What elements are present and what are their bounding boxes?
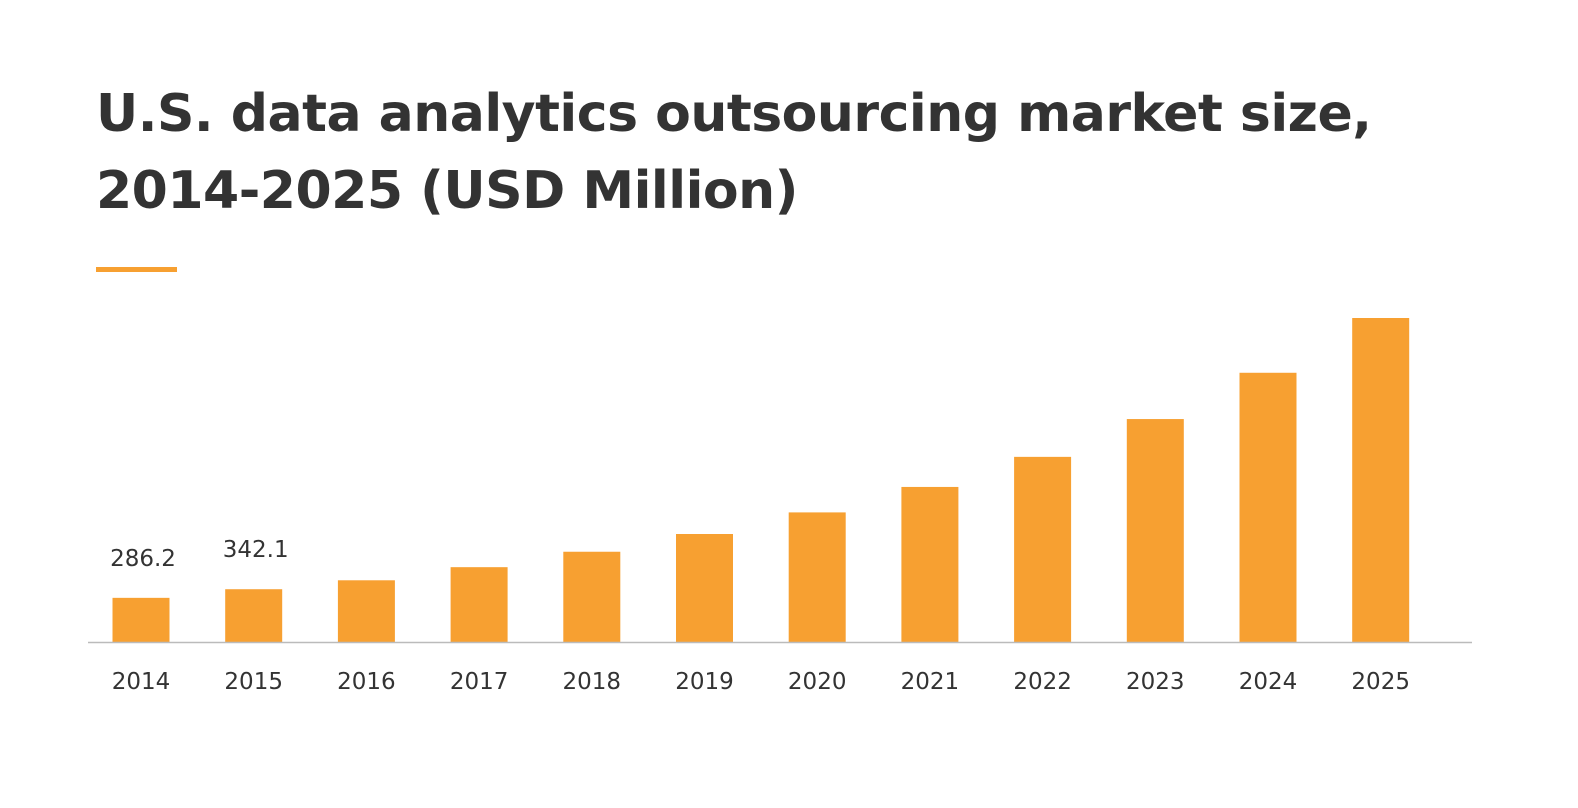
bar-2021 bbox=[901, 486, 959, 642]
x-tick-label: 2023 bbox=[1126, 669, 1185, 695]
data-label: 342.1 bbox=[223, 537, 289, 563]
x-tick-label: 2019 bbox=[675, 669, 734, 695]
bar-2023 bbox=[1126, 419, 1184, 642]
bar-2024 bbox=[1239, 372, 1297, 642]
x-tick-label: 2016 bbox=[337, 669, 396, 695]
bar-2016 bbox=[337, 580, 395, 642]
bar-2015 bbox=[225, 589, 283, 642]
x-tick-label: 2022 bbox=[1013, 669, 1072, 695]
title-accent-underline bbox=[96, 267, 177, 272]
x-tick-label: 2014 bbox=[112, 669, 171, 695]
chart-title: U.S. data analytics outsourcing market s… bbox=[96, 84, 1372, 221]
bar-2018 bbox=[563, 551, 621, 642]
bar-2019 bbox=[676, 534, 733, 642]
bar-2025 bbox=[1352, 318, 1410, 642]
x-tick-label: 2020 bbox=[788, 669, 847, 695]
x-tick-label: 2024 bbox=[1239, 669, 1298, 695]
bar-2014 bbox=[112, 597, 170, 642]
x-tick-label: 2025 bbox=[1351, 669, 1410, 695]
x-tick-label: 2017 bbox=[450, 669, 509, 695]
bar-2017 bbox=[450, 567, 508, 642]
x-tick-label: 2015 bbox=[224, 669, 283, 695]
x-tick-label: 2021 bbox=[901, 669, 960, 695]
bar-2022 bbox=[1014, 456, 1072, 642]
bar-2020 bbox=[788, 512, 846, 642]
x-tick-label: 2018 bbox=[563, 669, 622, 695]
data-label: 286.2 bbox=[110, 546, 176, 572]
